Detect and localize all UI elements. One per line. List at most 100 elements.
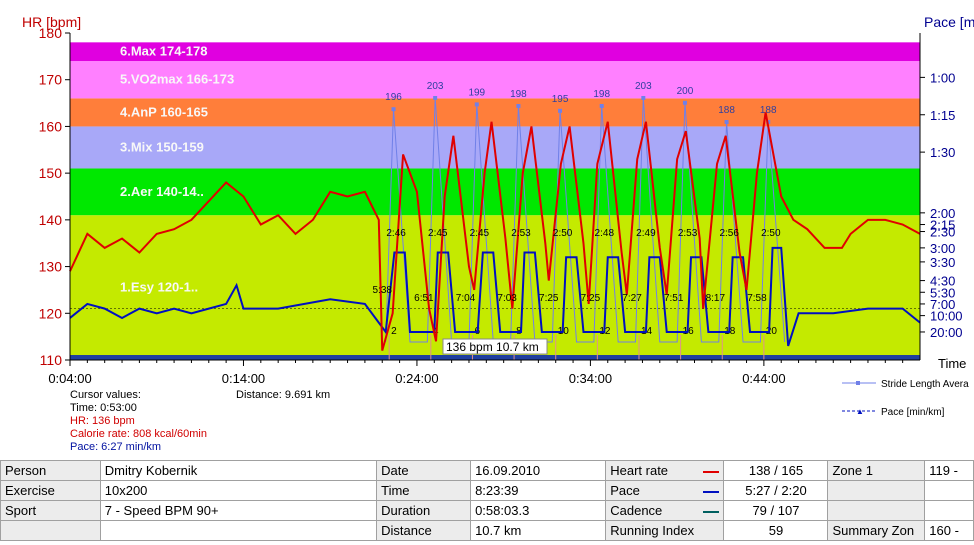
cursor-values-left: Cursor values: Time: 0:53:00 HR: 136 bpm…	[70, 389, 207, 454]
lap-top-label: 2:53	[678, 228, 698, 239]
lap-bottom-label: 7:58	[747, 293, 767, 304]
empty-cell	[827, 500, 926, 521]
lap-top-label: 2:50	[553, 228, 573, 239]
pace-series	[69, 246, 921, 347]
summary-table: Person Dmitry Kobernik Date 16.09.2010 H…	[0, 460, 974, 541]
x-tick-label: 0:04:00	[48, 371, 91, 386]
stride-label: 198	[510, 89, 527, 100]
cursor-tooltip-box	[442, 338, 548, 355]
distance-label: Distance	[376, 520, 472, 541]
pace-value: 5:27 / 2:20	[723, 480, 829, 501]
lap-top-label: 2:45	[428, 228, 448, 239]
cursor-time: Time: 0:53:00	[70, 402, 137, 414]
x-axis-title: Time	[938, 356, 966, 371]
zone-band	[70, 98, 920, 127]
pace-swatch	[703, 491, 720, 493]
legend-pace-label: Pace [min/km]	[881, 407, 945, 418]
lap-top-label: 2:48	[595, 228, 615, 239]
hr-line	[69, 112, 921, 351]
pace-label-text: Pace	[610, 483, 640, 498]
legend-stride-label: Stride Length Avera	[881, 379, 969, 390]
zone-label: 3.Mix 150-159	[120, 139, 204, 154]
table-row: Distance 10.7 km Running Index 59 Summar…	[0, 520, 974, 541]
axes: 110 120 130 140 150 160 170 180 1:00 1:15 1:30 2:00…	[39, 25, 963, 386]
lap-bottom-label: 7:27	[622, 293, 642, 304]
exercise-label: Exercise	[0, 480, 101, 501]
cursor-distance: Distance: 9.691 km	[236, 389, 331, 401]
duration-label: Duration	[376, 500, 472, 521]
right-tick-label: 7:00	[930, 297, 955, 312]
time-value: 8:23:39	[470, 480, 607, 501]
zone1-value: 119 -	[924, 460, 974, 481]
lap-bottom-label: 7:04	[456, 293, 476, 304]
summary-zone-label: Summary Zon	[827, 520, 926, 541]
right-axis-title: Pace [min/km]	[924, 14, 974, 30]
zone-label: 6.Max 174-178	[120, 44, 207, 59]
cursor-tooltip: 136 bpm 10.7 km	[446, 340, 539, 354]
empty-cell	[827, 480, 926, 501]
hr-swatch	[703, 471, 720, 473]
lap-bottom-label: 7:03	[497, 293, 517, 304]
stride-label: 203	[635, 81, 652, 92]
cadence-swatch	[703, 511, 720, 513]
summary-zone-value: 160 -	[924, 520, 974, 541]
cursor-hr: HR: 136 bpm	[70, 415, 135, 427]
stride-label: 196	[385, 92, 402, 103]
hr-value: 138 / 165	[723, 460, 829, 481]
stride-label: 203	[427, 81, 444, 92]
right-tick-label: 2:15	[930, 218, 955, 233]
x-tick-label: 0:44:00	[742, 371, 785, 386]
stride-label: 198	[593, 89, 610, 100]
zone-band	[70, 61, 920, 99]
zone-label: 4.AnP 160-165	[120, 104, 208, 119]
left-tick-label: 110	[40, 352, 63, 368]
cadence-label: Cadence	[605, 500, 725, 521]
right-tick-label: 1:30	[930, 145, 955, 160]
empty-cell	[0, 520, 101, 541]
lap-bottom-label: 6:51	[414, 293, 434, 304]
empty-cell	[924, 500, 974, 521]
person-label: Person	[0, 460, 101, 481]
exercise-value: 10x200	[99, 480, 378, 501]
lap-top-label: 2:46	[386, 228, 406, 239]
sport-label: Sport	[0, 500, 101, 521]
left-tick-label: 150	[39, 165, 63, 181]
stride-label: 200	[677, 86, 694, 97]
right-tick-label: 5:30	[930, 285, 955, 300]
right-tick-label: 10:00	[930, 309, 963, 324]
duration-value: 0:58:03.3	[470, 500, 607, 521]
legend-stride-marker	[856, 381, 860, 385]
left-axis-title: HR [bpm]	[22, 14, 81, 30]
hr-pace-chart: 1.Esy 120-1.. 2.Aer 140-14.. 3.Mix 150-159…	[22, 14, 974, 418]
lap-number: 2	[391, 326, 397, 337]
pace-line	[69, 246, 921, 347]
stride-label: 188	[760, 105, 777, 116]
stride-label: 195	[552, 94, 569, 105]
table-row: Person Dmitry Kobernik Date 16.09.2010 H…	[0, 460, 974, 481]
lap-top-label: 2:53	[511, 228, 531, 239]
right-tick-label: 3:00	[930, 241, 955, 256]
x-tick-label: 0:24:00	[395, 371, 438, 386]
zone-label: 5.VO2max 166-173	[120, 72, 234, 87]
time-label: Time	[376, 480, 472, 501]
lap-bottom-label: 7:25	[581, 293, 601, 304]
table-row: Sport 7 - Speed BPM 90+ Duration 0:58:03…	[0, 500, 974, 521]
ri-value: 59	[723, 520, 829, 541]
left-tick-label: 170	[39, 72, 63, 88]
hr-label: Heart rate	[605, 460, 725, 481]
lap-top-label: 2:49	[636, 228, 656, 239]
ri-label: Running Index	[605, 520, 725, 541]
right-tick-label: 2:00	[930, 206, 955, 221]
lap-top-label: 2:56	[719, 228, 739, 239]
right-tick-label: 20:00	[930, 325, 963, 340]
pace-label: Pace	[605, 480, 725, 501]
lap-bottom-label: 5:38	[373, 285, 393, 296]
zone-band	[70, 42, 920, 62]
date-label: Date	[376, 460, 472, 481]
stride-label: 199	[468, 87, 485, 98]
lap-number: 20	[766, 326, 778, 337]
left-tick-label: 120	[39, 305, 63, 321]
cadence-label-text: Cadence	[610, 503, 663, 518]
legend-pace-marker: ▲	[856, 407, 864, 416]
left-tick-label: 140	[39, 212, 63, 228]
